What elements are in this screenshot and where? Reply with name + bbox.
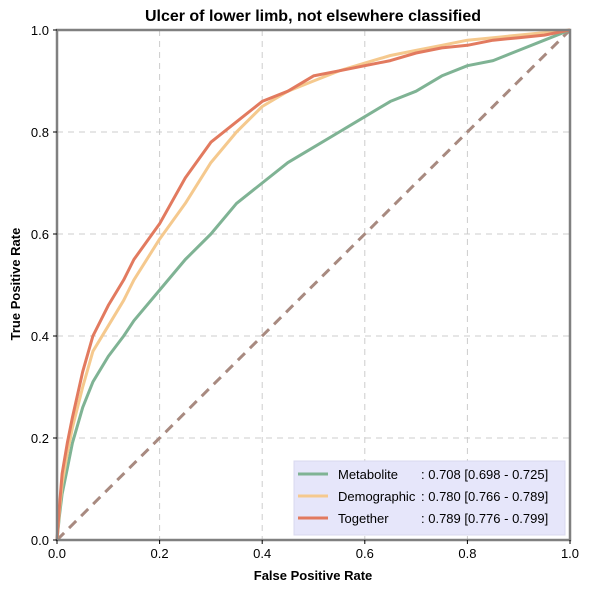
series-line-metabolite (55, 28, 571, 541)
series-line-demographic (55, 28, 571, 541)
series-line-together (55, 28, 571, 541)
x-tick-label: 0.8 (458, 546, 476, 561)
grid (57, 30, 570, 540)
x-axis-ticks: 0.0 0.2 0.4 0.6 0.8 1.0 (48, 540, 579, 561)
legend-stat-demographic: : 0.780 [0.766 - 0.789] (421, 489, 548, 504)
diagonal-layer (55, 28, 572, 542)
legend-box (293, 460, 566, 536)
y-tick-label: 1.0 (31, 23, 49, 38)
legend-stat-together: : 0.789 [0.776 - 0.799] (421, 511, 548, 526)
y-tick-label: 0.4 (31, 329, 49, 344)
x-tick-label: 0.0 (48, 546, 66, 561)
legend: Metabolite : 0.708 [0.698 - 0.725] Demogr… (293, 460, 566, 536)
y-tick-label: 0.6 (31, 227, 49, 242)
series-layer (55, 28, 571, 541)
y-tick-label: 0.2 (31, 431, 49, 446)
legend-label-demographic: Demographic (338, 489, 416, 504)
x-tick-label: 0.6 (356, 546, 374, 561)
x-tick-label: 0.4 (253, 546, 271, 561)
chance-diagonal-line (55, 28, 572, 542)
legend-stat-metabolite: : 0.708 [0.698 - 0.725] (421, 467, 548, 482)
legend-label-metabolite: Metabolite (338, 467, 412, 482)
y-axis-ticks: 0.0 0.2 0.4 0.6 0.8 1.0 (31, 23, 57, 548)
x-axis-label: False Positive Rate (254, 568, 373, 583)
y-tick-label: 0.0 (31, 533, 49, 548)
x-tick-label: 1.0 (561, 546, 579, 561)
plot-frame (55, 28, 572, 542)
legend-label-together: Together (338, 511, 410, 526)
y-tick-label: 0.8 (31, 125, 49, 140)
chart-title: Ulcer of lower limb, not elsewhere class… (145, 8, 481, 25)
y-axis-label: True Positive Rate (8, 228, 23, 341)
x-tick-label: 0.2 (151, 546, 169, 561)
